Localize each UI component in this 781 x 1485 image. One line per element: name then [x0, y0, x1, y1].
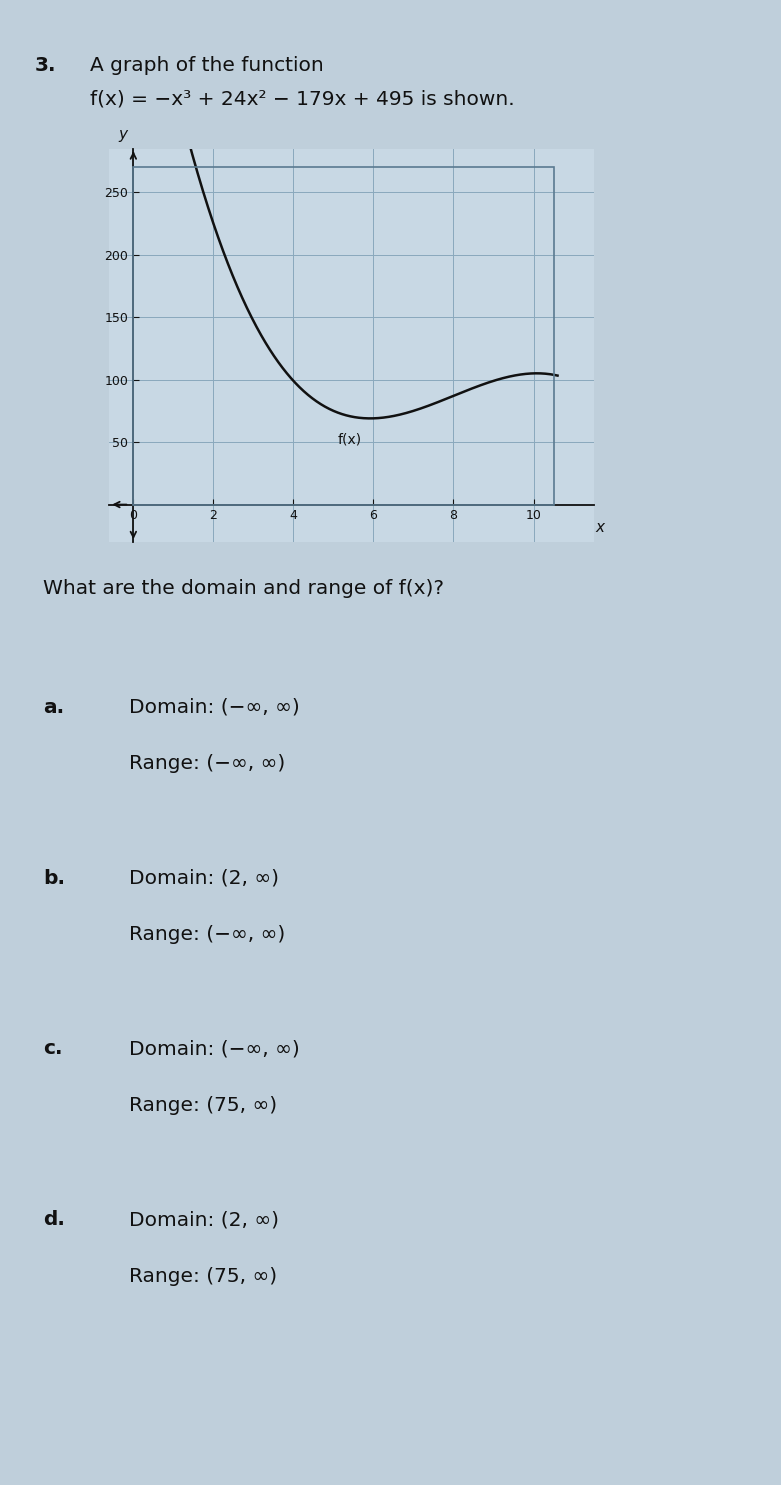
Text: Domain: (2, ∞): Domain: (2, ∞)	[129, 1210, 279, 1230]
Text: Domain: (−∞, ∞): Domain: (−∞, ∞)	[129, 698, 300, 717]
Text: Range: (75, ∞): Range: (75, ∞)	[129, 1267, 277, 1286]
Text: Range: (−∞, ∞): Range: (−∞, ∞)	[129, 925, 285, 944]
Text: Domain: (−∞, ∞): Domain: (−∞, ∞)	[129, 1040, 300, 1059]
Text: a.: a.	[43, 698, 64, 717]
Text: What are the domain and range of f(x)?: What are the domain and range of f(x)?	[43, 579, 444, 598]
Text: A graph of the function: A graph of the function	[90, 56, 323, 76]
Text: x: x	[595, 520, 604, 535]
Text: y: y	[119, 128, 128, 143]
Text: f(x): f(x)	[337, 432, 362, 446]
Bar	[134, 168, 554, 505]
Text: f(x) = −x³ + 24x² − 179x + 495 is shown.: f(x) = −x³ + 24x² − 179x + 495 is shown.	[90, 89, 515, 108]
Text: 3.: 3.	[35, 56, 57, 76]
Text: c.: c.	[43, 1040, 62, 1059]
Text: b.: b.	[43, 869, 65, 888]
Text: Domain: (2, ∞): Domain: (2, ∞)	[129, 869, 279, 888]
Text: d.: d.	[43, 1210, 65, 1230]
Text: Range: (75, ∞): Range: (75, ∞)	[129, 1096, 277, 1115]
Text: Range: (−∞, ∞): Range: (−∞, ∞)	[129, 754, 285, 774]
